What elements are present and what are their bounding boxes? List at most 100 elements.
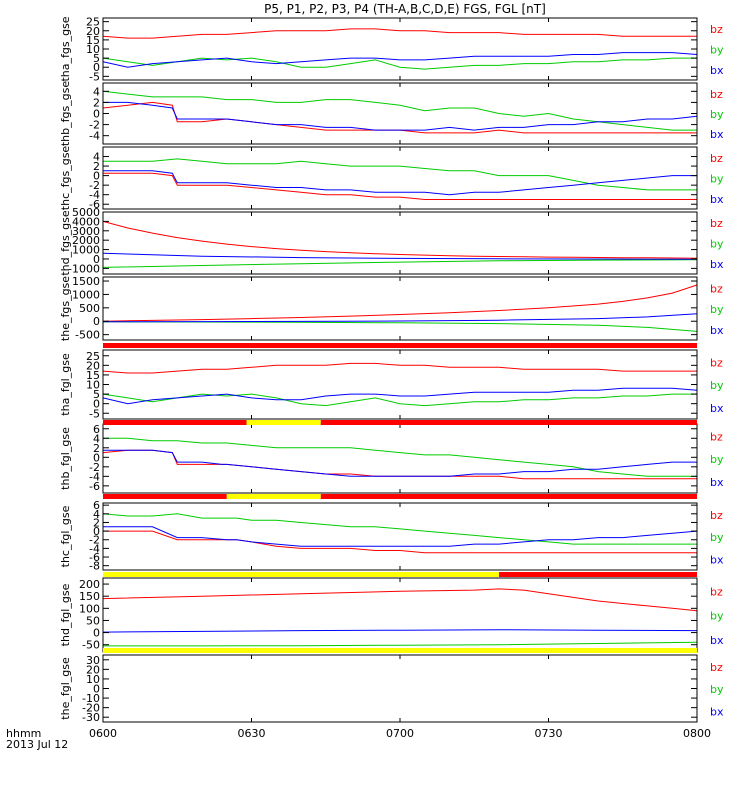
y-tick-label: 0 [93, 61, 100, 74]
series-line-bx [102, 252, 698, 260]
legend-by: by [710, 108, 724, 121]
y-axis-label: thd_fgl_gse [59, 583, 72, 646]
y-tick-label: 0 [93, 398, 100, 411]
x-tick-label: 0630 [238, 727, 266, 740]
y-tick-label: 4 [93, 432, 100, 445]
y-axis-label: tha_fgl_gse [59, 353, 72, 416]
y-tick-label: 4 [93, 85, 100, 98]
legend-bx: bx [710, 324, 724, 337]
y-tick-label: -5 [89, 407, 100, 420]
series-line-bz [103, 530, 697, 554]
x-tick-label: 0600 [89, 727, 117, 740]
legend-by: by [710, 531, 724, 544]
y-tick-label: 0 [93, 683, 100, 696]
y-tick-label: 0 [93, 525, 100, 538]
y-tick-label: 0 [93, 315, 100, 328]
y-tick-label: -500 [75, 329, 100, 342]
y-tick-label: 10 [86, 673, 100, 686]
y-axis-label: tha_fgs_gse [59, 16, 72, 81]
legend-bz: bz [710, 152, 723, 165]
y-tick-label: 2 [93, 516, 100, 529]
quality-flag-bar [103, 572, 499, 577]
panel-frame [102, 82, 698, 145]
panel-frame [102, 654, 698, 723]
y-tick-label: 10 [86, 379, 100, 392]
legend-by: by [710, 453, 724, 466]
panel-frame [102, 349, 698, 420]
y-tick-label: 2 [93, 160, 100, 173]
quality-flag-bar [103, 420, 247, 425]
y-tick-label: 0 [93, 451, 100, 464]
y-tick-label: 6 [93, 499, 100, 512]
legend-by: by [710, 44, 724, 57]
series-line-by [102, 90, 697, 131]
series-line-bx [102, 313, 698, 323]
series-line-bx [103, 101, 698, 131]
y-tick-label: 200 [79, 578, 100, 591]
y-tick-label: 2 [93, 442, 100, 455]
panel-frame [102, 211, 698, 275]
y-tick-label: -8 [89, 560, 100, 573]
legend-bz: bz [710, 585, 723, 598]
y-tick-label: 5 [93, 388, 100, 401]
series-line-by [103, 641, 698, 647]
legend-bz: bz [710, 661, 723, 674]
legend-by: by [710, 303, 724, 316]
y-tick-label: -6 [89, 480, 100, 493]
y-tick-label: 1500 [72, 275, 100, 288]
quality-flag-bar [103, 648, 697, 653]
series-line-bx [102, 629, 698, 633]
y-tick-label: -5 [89, 70, 100, 83]
y-axis-label: the_fgs_gse [59, 276, 72, 341]
legend-bz: bz [710, 430, 723, 443]
y-tick-label: -6 [89, 551, 100, 564]
y-tick-label: 2 [93, 96, 100, 109]
quality-flag-bar [103, 494, 227, 499]
legend-by: by [710, 610, 724, 623]
y-tick-label: 15 [86, 34, 100, 47]
panel-frame [102, 502, 698, 571]
series-line-bz [102, 101, 697, 134]
series-line-by [103, 437, 697, 477]
quality-flag-bar [246, 420, 321, 425]
y-tick-label: 3000 [72, 225, 100, 238]
y-axis-label: the_fgl_gse [59, 657, 72, 720]
panel-frame [102, 577, 698, 653]
y-axis-label: thb_fgs_gse [59, 81, 72, 147]
y-tick-label: 5000 [72, 206, 100, 219]
series-line-by [102, 513, 697, 545]
legend-by: by [710, 683, 724, 696]
series-line-bz [102, 28, 697, 39]
y-tick-label: -4 [89, 470, 100, 483]
y-tick-label: 500 [79, 302, 100, 315]
series-line-bz [103, 172, 697, 200]
legend-bx: bx [710, 476, 724, 489]
y-tick-label: 150 [79, 590, 100, 603]
y-tick-label: -4 [89, 189, 100, 202]
series-line-by [102, 321, 698, 332]
y-tick-label: 10 [86, 43, 100, 56]
y-tick-label: 4000 [72, 215, 100, 228]
series-line-by [103, 158, 697, 191]
legend-bz: bz [710, 88, 723, 101]
y-tick-label: 30 [86, 654, 100, 667]
legend-bx: bx [710, 705, 724, 718]
y-tick-label: -30 [82, 711, 100, 724]
series-line-bx [103, 170, 697, 196]
legend-bz: bz [710, 356, 723, 369]
y-tick-label: 4 [93, 151, 100, 164]
y-tick-label: 20 [86, 663, 100, 676]
series-line-bx [103, 449, 697, 477]
legend-bz: bz [710, 282, 723, 295]
y-tick-label: 50 [86, 614, 100, 627]
y-tick-label: 15 [86, 369, 100, 382]
legend-bx: bx [710, 258, 724, 271]
x-tick-label: 0700 [386, 727, 414, 740]
legend-bz: bz [710, 509, 723, 522]
series-line-by [102, 393, 697, 407]
x-tick-label: 0800 [683, 727, 711, 740]
series-line-bx [103, 526, 698, 547]
y-tick-label: 25 [86, 16, 100, 29]
